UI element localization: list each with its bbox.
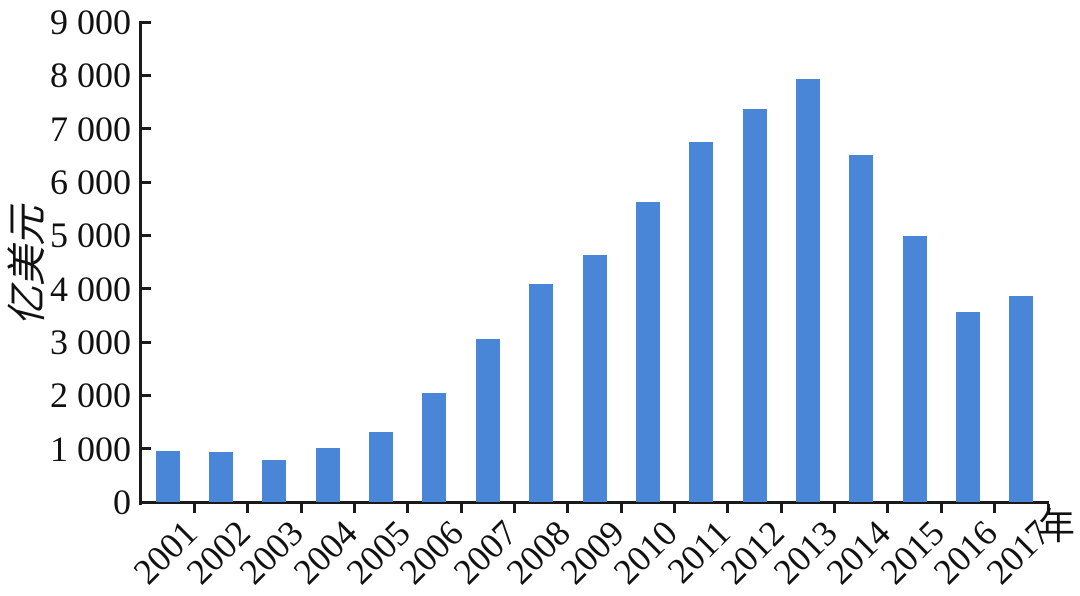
bar-2008 (529, 283, 554, 502)
bar-2010 (635, 202, 660, 502)
x-axis-tick (779, 504, 783, 513)
y-axis-tick (142, 233, 151, 237)
y-axis-tick (142, 180, 151, 184)
bar-2012 (742, 108, 767, 502)
y-axis-tick-label: 3 000 (50, 322, 131, 362)
y-axis-tick (142, 447, 151, 451)
x-axis-tick (512, 504, 516, 513)
y-axis-line (139, 21, 142, 505)
bar-2002 (209, 452, 234, 502)
x-axis-tick (673, 504, 677, 513)
bar-2014 (849, 154, 874, 502)
y-axis-tick (142, 340, 151, 344)
bar-2017 (1009, 295, 1034, 502)
y-axis-tick-label: 0 (113, 482, 131, 522)
y-axis-tick (142, 287, 151, 291)
x-axis-tick (886, 504, 890, 513)
x-axis-tick (619, 504, 623, 513)
y-axis-tick (142, 127, 151, 131)
x-axis-tick (726, 504, 730, 513)
x-axis-tick (993, 504, 997, 513)
x-axis-tick (352, 504, 356, 513)
bar-2001 (155, 451, 180, 502)
x-axis-tick (406, 504, 410, 513)
y-axis-tick-label: 5 000 (50, 215, 131, 256)
bar-2003 (262, 460, 287, 502)
bar-2006 (422, 393, 447, 502)
x-axis-tick (459, 504, 463, 513)
y-axis-tick-label: 8 000 (50, 55, 131, 96)
x-axis-tick (566, 504, 570, 513)
bar-2009 (582, 255, 607, 502)
x-axis-line (139, 501, 1049, 504)
x-axis-tick (299, 504, 303, 513)
bar-2005 (369, 432, 394, 502)
y-axis-tick (142, 20, 151, 24)
y-axis-tick-label: 6 000 (50, 162, 131, 202)
bar-2004 (315, 448, 340, 502)
bar-2013 (795, 79, 820, 502)
x-axis-tick (246, 504, 250, 513)
bar-2011 (689, 142, 714, 502)
y-axis-tick-label: 1 000 (50, 428, 131, 469)
bar-2007 (475, 338, 500, 502)
x-axis-tick (833, 504, 837, 513)
x-axis-unit-label: 年 (1038, 507, 1075, 548)
x-axis-tick (939, 504, 943, 513)
bar-2015 (902, 235, 927, 502)
y-axis-tick (142, 393, 151, 397)
x-axis-tick (192, 504, 196, 513)
y-axis-tick (142, 73, 151, 77)
x-axis-tick (1046, 504, 1050, 513)
y-axis-tick-label: 4 000 (50, 268, 131, 309)
y-axis-tick-label: 7 000 (50, 108, 131, 149)
bar-2016 (955, 312, 980, 502)
y-axis-tick-label: 9 000 (50, 2, 131, 42)
y-axis-tick-label: 2 000 (50, 375, 131, 416)
